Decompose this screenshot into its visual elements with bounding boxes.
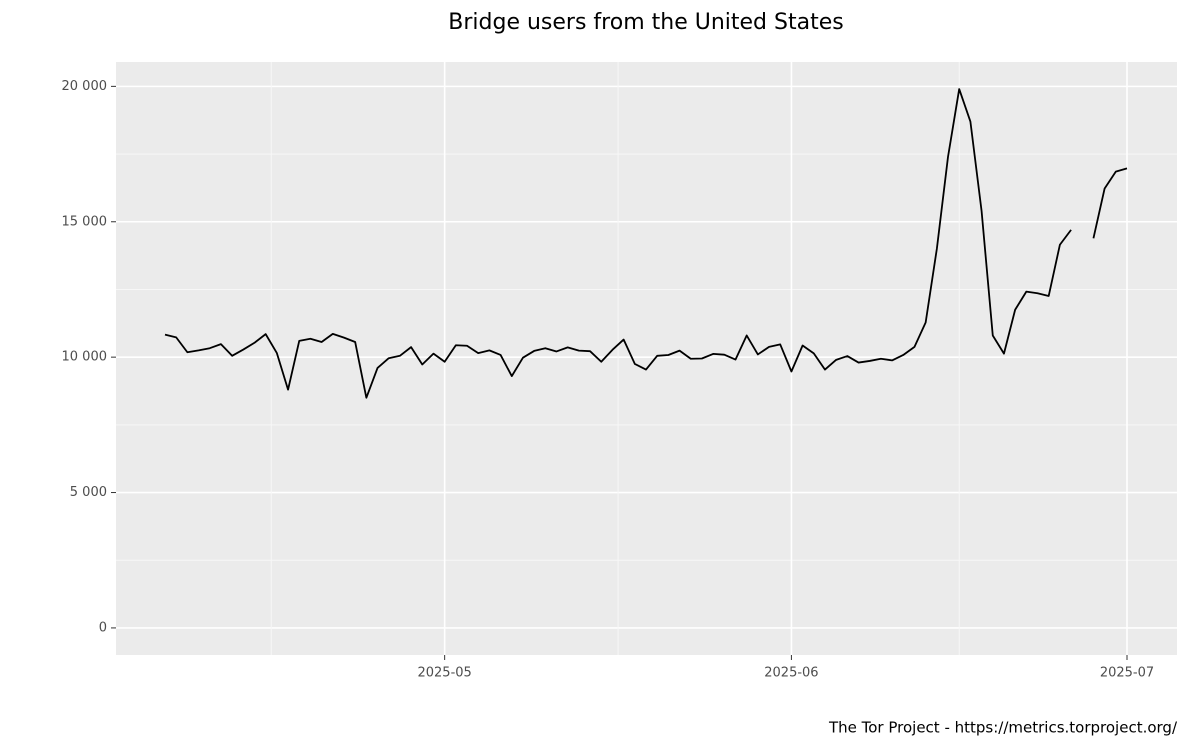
x-tick-label: 2025-06: [764, 666, 818, 681]
x-tick-label: 2025-07: [1100, 666, 1154, 681]
grid: [116, 62, 1177, 655]
x-tick-label: 2025-05: [417, 666, 471, 681]
chart-title: Bridge users from the United States: [448, 10, 843, 35]
y-tick-label: 20 000: [62, 79, 108, 94]
data-line: [164, 88, 1128, 399]
y-tick-label: 10 000: [62, 350, 108, 365]
caption: The Tor Project - https://metrics.torpro…: [828, 719, 1178, 737]
y-tick-label: 15 000: [62, 214, 108, 229]
y-tick-label: 0: [99, 620, 107, 635]
y-tick-label: 5 000: [70, 485, 107, 500]
panel: [116, 62, 1177, 655]
plot: [164, 88, 1128, 399]
